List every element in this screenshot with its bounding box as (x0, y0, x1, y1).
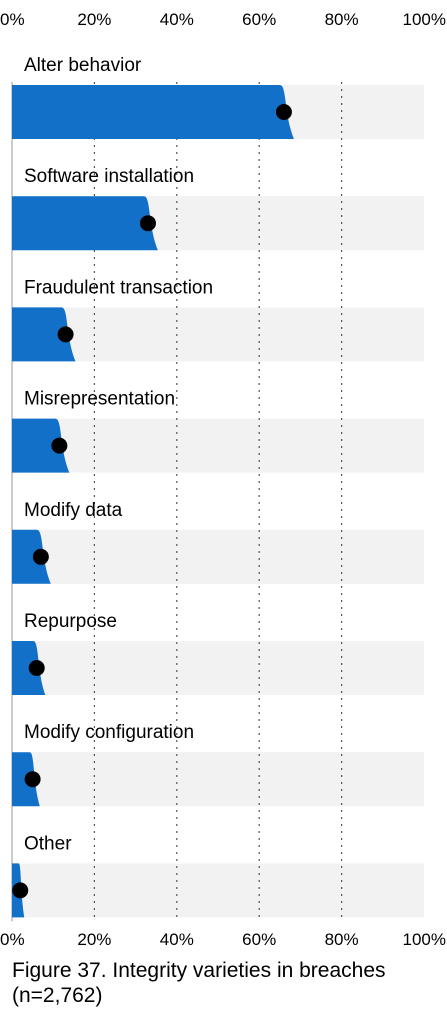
caption-title: Figure 37. Integrity varieties in breach… (12, 959, 386, 982)
bar-track (12, 752, 424, 807)
category-label: Alter behavior (24, 55, 142, 76)
value-marker (12, 882, 29, 899)
category-label: Repurpose (24, 611, 117, 632)
tick-label-top: 0% (0, 10, 25, 29)
category-label: Modify data (24, 500, 123, 521)
tick-label-bottom: 80% (325, 930, 359, 949)
value-marker (28, 660, 45, 676)
category-label: Modify configuration (24, 722, 194, 743)
figure-caption: Figure 37. Integrity varieties in breach… (12, 958, 442, 1008)
value-marker (32, 548, 49, 565)
tick-label-top: 60% (242, 10, 276, 29)
bar-track (12, 529, 424, 584)
bar (12, 196, 158, 251)
bar (12, 307, 76, 362)
caption-sample-size: (n=2,762) (12, 984, 103, 1007)
tick-label-top: 100% (403, 10, 446, 29)
value-marker (57, 326, 74, 343)
bar (12, 529, 51, 584)
tick-label-top: 40% (160, 10, 194, 29)
tick-label-bottom: 20% (77, 930, 111, 949)
integrity-varieties-chart: Alter behavior Software installation Fraud… (0, 10, 446, 949)
category-label: Other (24, 833, 72, 854)
bar-track (12, 863, 424, 918)
tick-label-top: 80% (325, 10, 359, 29)
bar (12, 85, 294, 139)
category-label: Fraudulent transaction (24, 277, 213, 298)
category-label: Misrepresentation (24, 389, 175, 410)
value-marker (24, 771, 41, 788)
tick-label-bottom: 60% (242, 930, 276, 949)
bar-track (12, 418, 424, 473)
value-marker (275, 104, 292, 120)
bar-track (12, 307, 424, 362)
value-marker (51, 437, 68, 454)
category-label: Software installation (24, 166, 194, 187)
bar (12, 418, 70, 473)
tick-label-bottom: 40% (160, 930, 194, 949)
value-marker (139, 215, 156, 232)
tick-label-bottom: 100% (403, 930, 446, 949)
bar (12, 641, 46, 695)
bar-track (12, 641, 424, 695)
tick-label-top: 20% (77, 10, 111, 29)
tick-label-bottom: 0% (0, 930, 25, 949)
